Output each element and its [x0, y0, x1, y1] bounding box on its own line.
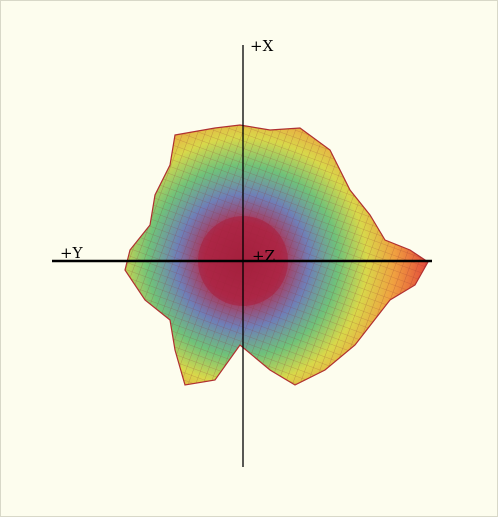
z-axis-label: +Z — [252, 247, 275, 265]
pattern-view: +X +Y +Z — [0, 0, 498, 517]
y-axis-label: +Y — [60, 244, 84, 262]
x-axis-label: +X — [250, 37, 274, 55]
page: {"axes": {"x_label": "+X", "y_label": "+… — [0, 0, 498, 517]
